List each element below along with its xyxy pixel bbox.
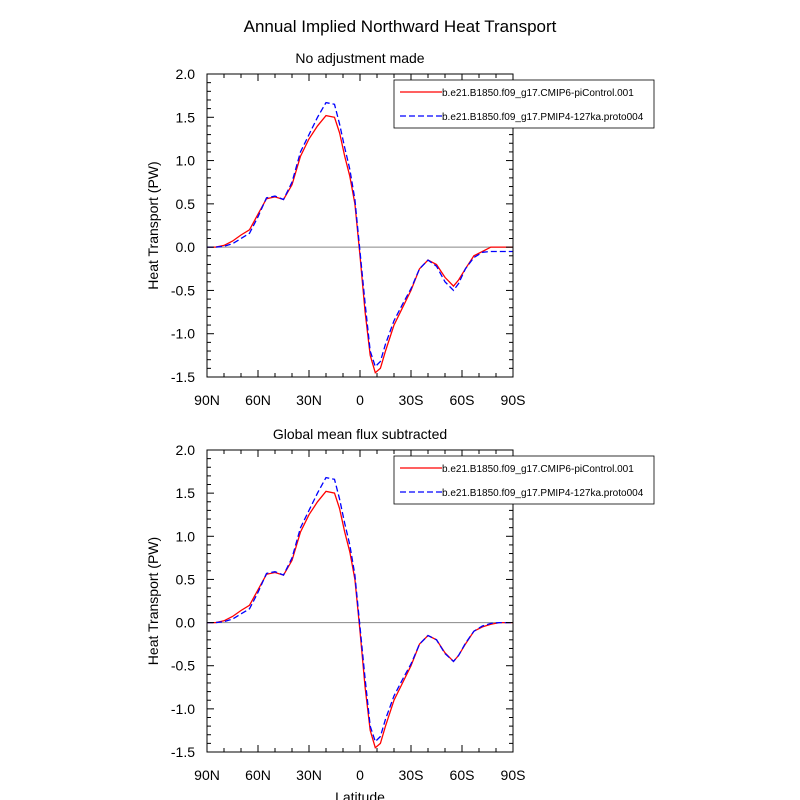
x-axis-title: Latitude [335,789,385,800]
y-axis-title: Heat Transport (PW) [145,537,161,665]
y-tick-label: 0.0 [176,615,196,631]
x-tick-label: 30N [296,392,322,408]
x-tick-label: 90S [501,392,526,408]
x-tick-label: 60S [450,767,475,783]
y-tick-label: 1.0 [176,528,196,544]
panel-subtitle: Global mean flux subtracted [273,426,447,442]
y-tick-label: 1.5 [176,109,196,125]
x-tick-label: 90S [501,767,526,783]
series-line-1 [207,114,513,374]
y-tick-label: -1.5 [171,369,195,385]
y-tick-label: 0.0 [176,239,196,255]
chart-panels: No adjustment made 90N 60N 30N 0 30S 60S 90S -1.… [145,50,655,783]
x-tick-label: 30S [399,392,424,408]
x-tick-label: 30N [296,767,322,783]
x-tick-label: 90N [194,392,220,408]
y-tick-label: 2.0 [176,442,196,458]
legend-label-1: b.e21.B1850.f09_g17.CMIP6-piControl.001 [442,88,634,99]
panel-2: Global mean flux subtracted 90N 60N 30N 0 30S… [145,426,655,783]
legend: b.e21.B1850.f09_g17.CMIP6-piControl.001b… [393,455,655,505]
y-tick-label: 1.0 [176,153,196,169]
legend-box [393,455,655,505]
y-tick-label: -1.5 [171,744,195,760]
x-tick-label: 30S [399,767,424,783]
x-tick-label: 60N [245,767,271,783]
y-tick-label: 0.5 [176,196,196,212]
y-tick-label: -1.0 [171,326,195,342]
panel-subtitle: No adjustment made [295,50,424,66]
series-line-1 [207,490,513,749]
panel-1: No adjustment made 90N 60N 30N 0 30S 60S 90S -1.… [145,50,655,408]
legend-label-2: b.e21.B1850.f09_g17.PMIP4-127ka.proto004 [442,488,644,499]
y-tick-label: -1.0 [171,701,195,717]
legend-label-2: b.e21.B1850.f09_g17.PMIP4-127ka.proto004 [442,112,644,123]
y-tick-label: -0.5 [171,658,195,674]
x-tick-label: 60N [245,392,271,408]
legend: b.e21.B1850.f09_g17.CMIP6-piControl.001b… [393,79,655,129]
legend-box [393,79,655,129]
x-tick-label: 0 [356,767,364,783]
x-tick-label: 60S [450,392,475,408]
series-line-2 [207,101,513,368]
y-tick-label: 2.0 [176,66,196,82]
x-tick-label: 90N [194,767,220,783]
y-tick-label: -0.5 [171,282,195,298]
x-tick-label: 0 [356,392,364,408]
series-line-2 [207,476,513,743]
y-tick-label: 1.5 [176,485,196,501]
y-axis-title: Heat Transport (PW) [145,161,161,289]
y-tick-label: 0.5 [176,571,196,587]
legend-label-1: b.e21.B1850.f09_g17.CMIP6-piControl.001 [442,464,634,475]
chart-title: Annual Implied Northward Heat Transport [244,17,557,36]
